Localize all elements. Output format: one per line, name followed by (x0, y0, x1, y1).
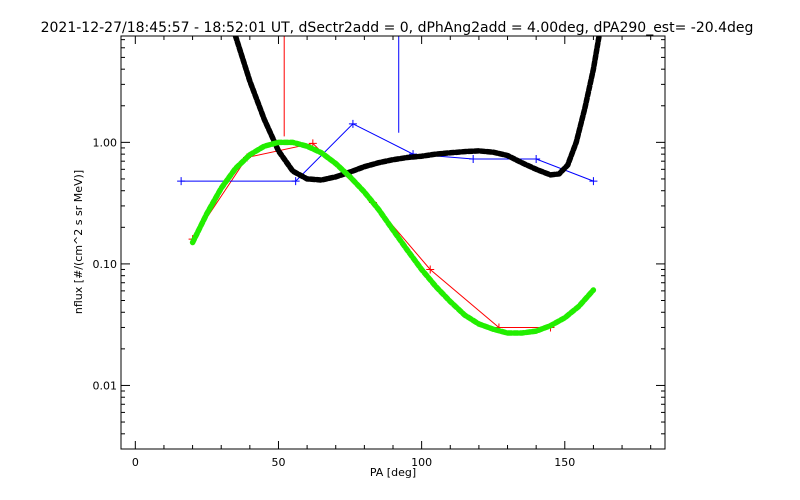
chart-title: 2021-12-27/18:45:57 - 18:52:01 UT, dSect… (41, 20, 754, 36)
series-1-point-2 (348, 119, 357, 128)
x-tick-label-3: 150 (554, 456, 575, 469)
series-1-point-5 (532, 154, 541, 163)
plot-frame (120, 35, 666, 450)
x-tick-label-1: 50 (271, 456, 285, 469)
series-1-point-0 (177, 177, 186, 186)
y-axis-label: nflux [#/(cm^2 s sr MeV)] (72, 170, 85, 314)
series-2-curve (232, 36, 602, 183)
series-0-line (192, 142, 551, 328)
y-tick-label-1: 0.10 (93, 258, 118, 271)
x-tick-label-0: 0 (132, 456, 139, 469)
plot-area (177, 36, 602, 336)
axes: 0 50 100 150 0.01 0.10 1.00 (93, 36, 665, 469)
y-tick-label-0: 0.01 (93, 379, 118, 392)
series-1-point-4 (469, 154, 478, 163)
series-0-point-4 (426, 265, 435, 274)
series-group (177, 36, 602, 336)
y-tick-label-2: 1.00 (93, 136, 118, 149)
series-1-point-6 (589, 177, 598, 186)
x-axis-label: PA [deg] (370, 466, 416, 479)
series-1-line (181, 123, 594, 182)
series-3-curve (189, 139, 597, 336)
x-tick-label-2: 100 (411, 456, 432, 469)
series-1-point-1 (291, 177, 300, 186)
